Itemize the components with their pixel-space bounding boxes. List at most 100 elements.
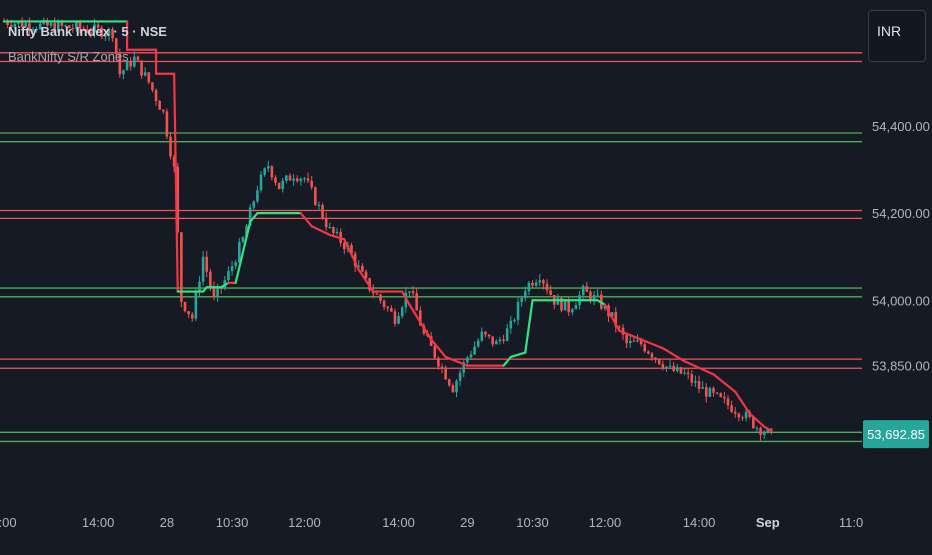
candle-body [625,334,628,344]
candle-body [661,364,665,369]
sr-levels [0,52,862,443]
candle-body [295,178,299,182]
candle-body [636,340,639,342]
candle-body [744,411,748,419]
candle-body [78,22,82,29]
candle-body [133,56,136,67]
candle-body [408,291,411,293]
last-price-marker: 53,692.85 [863,420,929,449]
indicator-name[interactable]: BankNifty S/R Zones [8,49,129,64]
candle-body [361,265,364,272]
candle-body [382,300,386,307]
candle-body [390,308,393,312]
trail-segment [444,355,469,367]
candle-body [38,23,42,30]
candle-body [252,201,256,208]
candle-body [455,380,458,393]
candle-body [180,232,183,303]
candle-body [35,29,38,31]
candle-body [136,56,140,61]
candle-body [82,28,85,30]
candle-body [534,282,538,286]
trail-segment [603,303,621,332]
candle-body [679,367,683,374]
candle-body [466,357,469,363]
trail-segment [234,220,252,284]
candle-body [187,311,190,315]
y-tick-label: 54,400.00 [872,119,930,134]
candle-body [574,305,578,310]
candle-body [147,72,151,83]
candle-body [201,256,205,282]
candle-body [158,100,161,110]
x-tick-label: 28 [160,515,174,530]
candle-body [697,381,701,389]
candle-body [701,387,704,389]
x-tick-label: Sep [756,515,780,530]
candle-body [216,287,219,297]
candle-body [285,175,288,181]
candle-body [274,177,277,183]
candle-body [342,243,346,250]
candle-body [545,283,549,291]
candle-body [741,417,744,419]
x-tick-label: 2:00 [0,515,17,530]
trail-segment [661,347,686,363]
candle-body [542,280,545,284]
candle-body [93,24,96,33]
x-tick-label: 29 [460,515,474,530]
candle-body [462,362,466,373]
candle-body [57,22,60,32]
candle-body [183,302,187,312]
candle-body [759,427,762,435]
candle-body [6,21,9,25]
candle-body [723,396,726,399]
candle-body [379,294,382,301]
candle-body [719,393,723,397]
candle-body [230,266,234,272]
candle-body [752,416,755,428]
candle-body [654,357,657,359]
candle-body [205,256,209,272]
candle-body [114,38,118,54]
x-tick-label: 10:30 [516,515,549,530]
trail-segment [299,212,313,228]
candle-body [523,291,527,299]
candle-body [350,245,353,254]
candle-body [487,334,491,337]
candle-body [708,388,712,397]
trail-segment [734,390,751,415]
candle-body [67,25,71,29]
candle-body [324,218,328,228]
candle-body [447,379,451,386]
x-tick-label: 12:00 [288,515,321,530]
trail-segment [596,299,607,306]
candle-body [281,180,285,190]
candle-body [104,34,107,37]
trail-segment [618,329,643,341]
currency-button[interactable]: INR [868,10,926,62]
candle-body [13,23,17,28]
candle-body [328,227,332,229]
candle-body [766,428,770,433]
symbol-title[interactable]: Nifty Bank Index · 5 · NSE [8,24,167,39]
candle-body [531,282,534,286]
candle-body [263,168,266,175]
candle-body [733,411,737,414]
candle-body [266,166,270,169]
candle-body [96,24,100,28]
candle-body [17,21,20,24]
candle-body [581,286,585,296]
candle-body [628,340,632,344]
candle-body [509,320,513,329]
candle-body [335,231,339,234]
candle-body [433,345,437,358]
candle-body [715,392,719,394]
last-price-badge [863,420,929,449]
trail-segment [328,233,346,241]
candle-body [690,374,694,383]
candle-body [397,316,400,324]
candle-body [737,413,741,418]
